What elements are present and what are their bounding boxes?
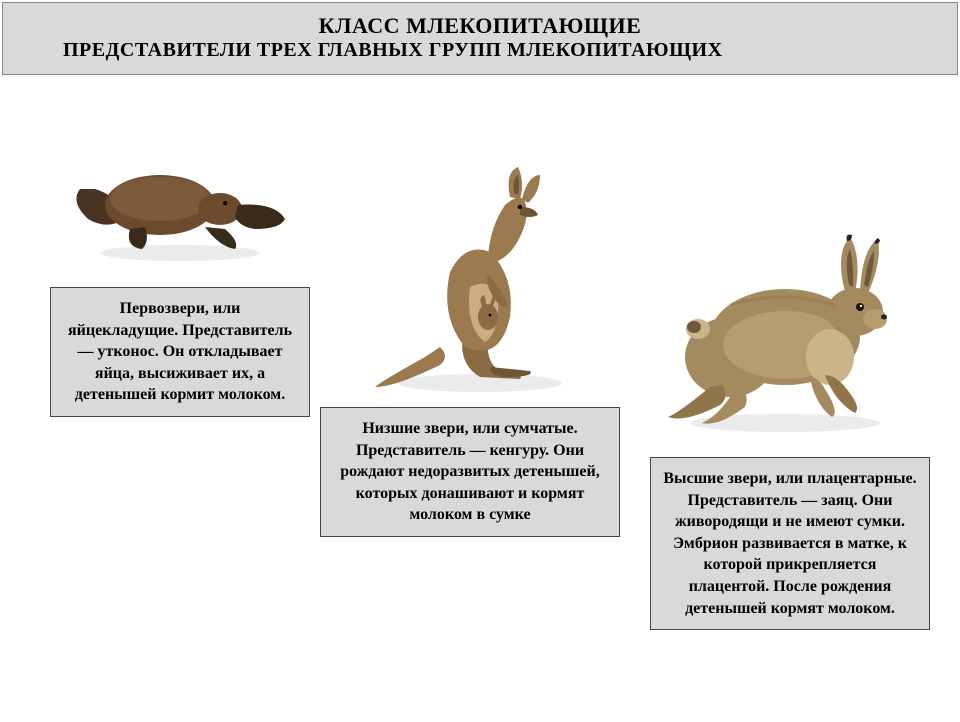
- kangaroo-illustration: [370, 157, 590, 397]
- placentals-textbox: Высшие звери, или плацентарные. Представ…: [650, 457, 930, 630]
- marsupials-text: Низшие звери, или сумчатые. Представител…: [340, 420, 600, 523]
- platypus-illustration: [70, 147, 300, 277]
- header-title-line1: КЛАСС МЛЕКОПИТАЮЩИЕ: [23, 13, 937, 39]
- header-title-line2: ПРЕДСТАВИТЕЛИ ТРЕХ ГЛАВНЫХ ГРУПП МЛЕКОПИ…: [23, 39, 937, 62]
- hare-illustration: [650, 227, 910, 437]
- placentals-text: Высшие звери, или плацентарные. Представ…: [663, 470, 916, 617]
- monotremes-textbox: Первозвери, или яйцекладущие. Представит…: [50, 287, 310, 417]
- header: КЛАСС МЛЕКОПИТАЮЩИЕ ПРЕДСТАВИТЕЛИ ТРЕХ Г…: [2, 2, 958, 75]
- marsupials-textbox: Низшие звери, или сумчатые. Представител…: [320, 407, 620, 537]
- monotremes-text: Первозвери, или яйцекладущие. Представит…: [68, 300, 292, 403]
- content-canvas: Первозвери, или яйцекладущие. Представит…: [0, 77, 960, 717]
